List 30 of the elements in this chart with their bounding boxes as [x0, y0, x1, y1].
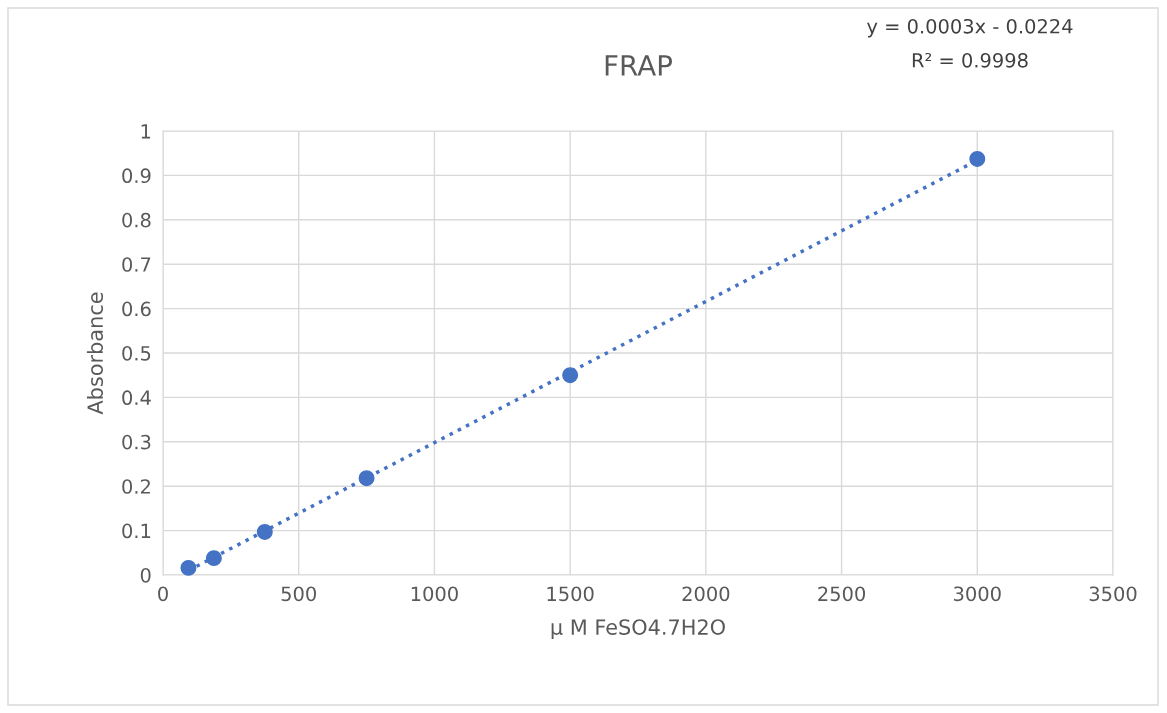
- point: [969, 150, 986, 167]
- y-tick-label: 0.2: [122, 479, 150, 494]
- chart-title: FRAP: [605, 55, 673, 76]
- x-tick-label: 2500: [818, 586, 866, 602]
- y-tick-label: 0.8: [122, 212, 151, 228]
- x-axis-title: µ M FeSO4.7H2O: [551, 619, 725, 639]
- point: [205, 550, 222, 567]
- y-tick-label: 0.3: [122, 434, 151, 450]
- y-tick-label: 0: [140, 567, 151, 583]
- x-tick-label: 3500: [1089, 586, 1137, 602]
- y-axis-title: Absorbance: [86, 292, 104, 415]
- x-tick-label: 1000: [411, 586, 458, 602]
- x-tick-label: 0: [158, 586, 168, 602]
- y-tick-label: 0.5: [122, 345, 151, 361]
- y-tick-label: 0.7: [122, 257, 151, 272]
- y-tick-label: 0.1: [122, 523, 151, 539]
- x-tick-label: 1500: [547, 586, 594, 602]
- point: [562, 367, 579, 384]
- text: y = 0.0003x - 0.0224: [867, 18, 1073, 38]
- x-tick-label: 2000: [682, 586, 730, 602]
- y-tick-label: 0.6: [122, 301, 151, 317]
- text: R² = 0.9998: [912, 52, 1028, 68]
- point: [256, 523, 273, 540]
- point: [358, 470, 375, 487]
- x-tick-label: 500: [281, 586, 316, 602]
- y-tick-label: 0.9: [122, 168, 151, 184]
- x-tick-label: 3000: [954, 586, 1001, 602]
- y-tick-label: 1: [141, 124, 151, 139]
- point: [180, 559, 197, 576]
- y-tick-label: 0.4: [122, 390, 151, 406]
